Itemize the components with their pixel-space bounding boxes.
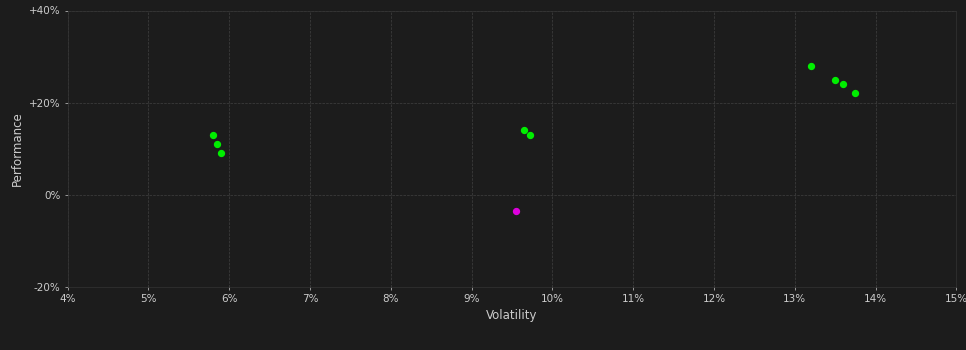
Point <box>206 132 221 138</box>
Point <box>803 63 818 69</box>
Point <box>828 77 843 83</box>
Point <box>517 127 532 133</box>
X-axis label: Volatility: Volatility <box>486 309 538 322</box>
Point <box>836 82 851 87</box>
Point <box>508 208 524 214</box>
Point <box>210 141 225 147</box>
Point <box>847 91 863 96</box>
Point <box>522 132 537 138</box>
Y-axis label: Performance: Performance <box>11 111 23 186</box>
Point <box>213 150 229 156</box>
